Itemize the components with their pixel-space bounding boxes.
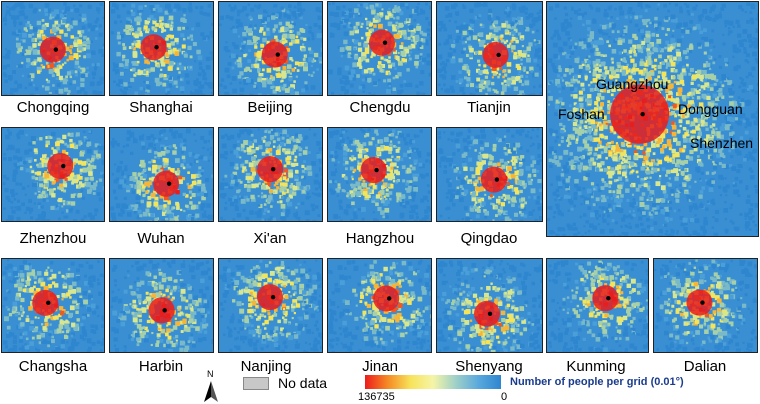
map-panel-tianjin [436, 1, 543, 96]
no-data-swatch [243, 377, 269, 390]
city-label-dalian: Dalian [683, 358, 727, 375]
city-label-nanjing: Nanjing [240, 358, 292, 375]
map-panel-dalian [653, 258, 758, 353]
population-color-ramp [365, 375, 501, 389]
map-panel-harbin [109, 258, 214, 353]
map-panel-zhenzhou [1, 127, 105, 222]
city-label-beijing: Beijing [247, 99, 293, 116]
legend-min-value: 0 [501, 391, 508, 403]
map-panel-jinan [327, 258, 432, 353]
map-panel-hangzhou [327, 127, 432, 222]
city-label-shenyang: Shenyang [455, 358, 523, 375]
city-label-shanghai: Shanghai [129, 99, 193, 116]
city-label-zhenzhou: Zhenzhou [19, 230, 87, 247]
city-label-changsha: Changsha [18, 358, 88, 375]
city-label-qingdao: Qingdao [460, 230, 518, 247]
map-label-guangzhou: Guangzhou [596, 76, 669, 92]
city-label-harbin: Harbin [138, 358, 184, 375]
legend-max-value: 136735 [358, 391, 395, 403]
city-label-kunming: Kunming [566, 358, 626, 375]
map-panel-chengdu [327, 1, 432, 96]
map-panel-beijing [218, 1, 323, 96]
legend-title: Number of people per grid (0.01°) [510, 376, 684, 388]
map-panel-nanjing [218, 258, 323, 353]
city-label-xian: Xi'an [253, 230, 287, 247]
map-panel-shenyang [436, 258, 543, 353]
city-label-chengdu: Chengdu [349, 99, 411, 116]
map-panel-changsha [1, 258, 105, 353]
city-label-hangzhou: Hangzhou [345, 230, 415, 247]
map-label-foshan: Foshan [558, 106, 605, 122]
map-panel-xian [218, 127, 323, 222]
map-label-shenzhen: Shenzhen [690, 135, 754, 151]
map-label-dongguan: Dongguan [678, 101, 743, 117]
city-label-jinan: Jinan [362, 358, 398, 375]
map-panel-guangzhou-region [546, 1, 759, 237]
map-panel-chongqing [1, 1, 105, 96]
map-panel-shanghai [109, 1, 214, 96]
map-panel-kunming [546, 258, 649, 353]
map-panel-qingdao [436, 127, 543, 222]
city-label-tianjin: Tianjin [467, 99, 511, 116]
north-label: N [207, 369, 214, 379]
map-panel-wuhan [109, 127, 214, 222]
city-label-chongqing: Chongqing [16, 99, 90, 116]
city-label-wuhan: Wuhan [137, 230, 185, 247]
north-arrow-icon: N [203, 369, 219, 403]
no-data-label: No data [278, 375, 328, 391]
